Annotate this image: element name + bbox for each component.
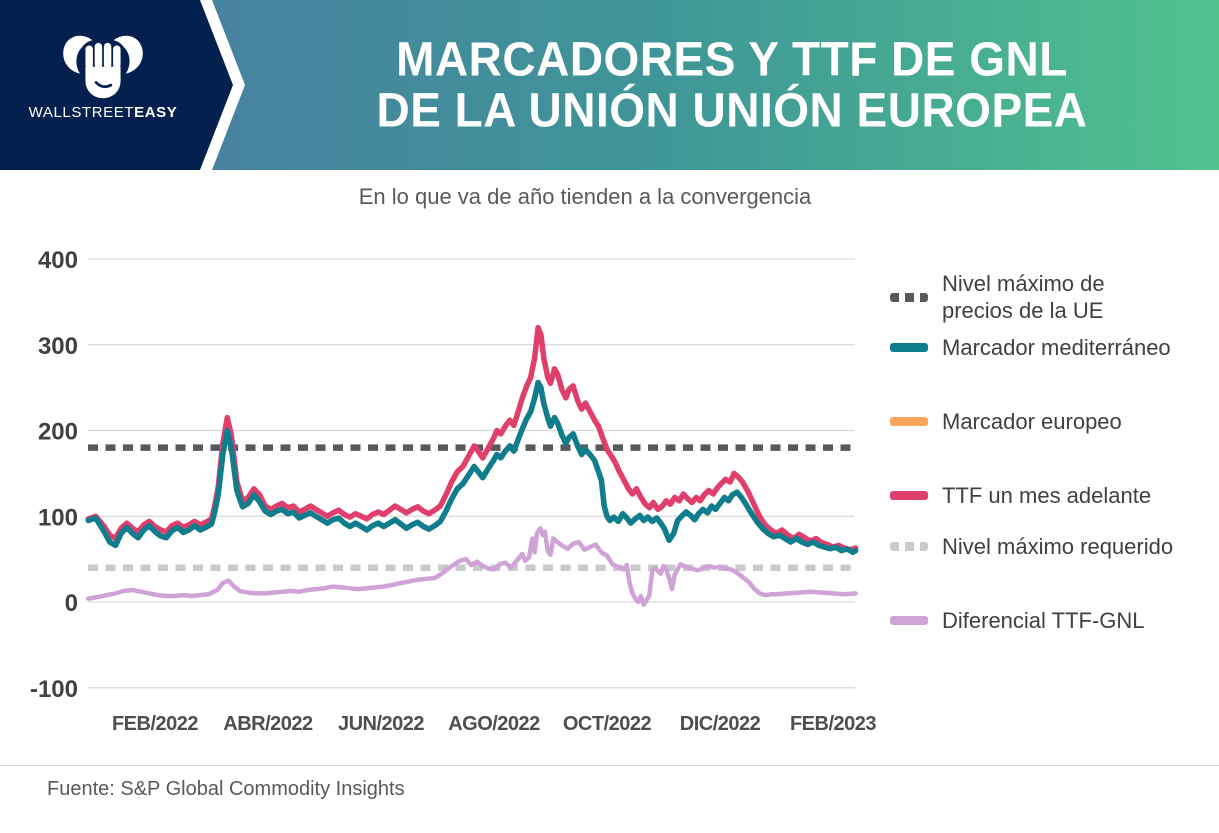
header-banner: MARCADORES Y TTF DE GNL DE LA UNIÓN UNIÓ… [0,0,1219,170]
legend-label: TTF un mes adelante [942,483,1152,508]
x-axis-label: OCT/2022 [563,713,652,735]
brand-panel: WALLSTREETEASY [0,0,233,170]
x-axis-label: FEB/2023 [790,713,876,735]
title-line-2: DE LA UNIÓN UNIÓN EUROPEA [376,82,1088,138]
legend-label: Marcador mediterráneo [942,335,1171,360]
brand-wordmark: WALLSTREETEASY [18,104,188,121]
legend-item: Nivel máximo requerido [890,533,1173,560]
chart-subtitle: En lo que va de año tienden a la converg… [358,184,812,209]
x-axis-label: DIC/2022 [680,713,761,735]
legend-line-swatch [890,417,928,426]
series-mediterraneo [85,379,859,556]
chart-legend: Nivel máximo de precios de la UE Marcador… [890,0,1215,700]
y-axis-label: 300 [38,333,78,360]
legend-item: Marcador mediterráneo [890,334,1171,361]
legend-label: Marcador europeo [942,409,1122,434]
x-axis-label: AGO/2022 [448,713,540,735]
legend-dashed-swatch [890,542,928,551]
legend-item: Diferencial TTF-GNL [890,607,1145,634]
title-line-1: MARCADORES Y TTF DE GNL [396,31,1068,87]
y-axis-label: -100 [30,676,78,703]
bull-logo-icon [63,35,143,99]
x-axis-label: ABR/2022 [223,713,313,735]
y-axis-label: 400 [38,247,78,274]
line-chart: 400 300 200 100 0 -100 FEB/2022 ABR/2022 JUN/202… [30,247,877,735]
legend-label: Diferencial TTF-GNL [942,608,1145,633]
y-axis-label: 100 [38,504,78,531]
legend-item: TTF un mes adelante [890,482,1151,509]
title-banner: MARCADORES Y TTF DE GNL DE LA UNIÓN UNIÓ… [212,0,1219,170]
y-axis-label: 200 [38,419,78,446]
page-title: MARCADORES Y TTF DE GNL DE LA UNIÓN UNIÓ… [245,0,1219,170]
y-axis-label: 0 [65,590,78,617]
source-note: Fuente: S&P Global Commodity Insights [47,778,405,800]
legend-label: Nivel máximo de precios de la UE [942,271,1105,323]
legend-dashed-swatch [890,292,928,302]
series-diferencial [86,526,858,607]
legend-item: Marcador europeo [890,408,1122,435]
legend-label: Nivel máximo requerido [942,534,1174,559]
footer-divider [0,765,1219,766]
brand-name-bold: EASY [134,104,178,121]
brand-name-regular: WALLSTREET [28,104,135,121]
legend-item: Nivel máximo de precios de la UE [890,270,1105,324]
legend-line-swatch [890,616,928,625]
legend-line-swatch [890,343,928,352]
x-axis-label: JUN/2022 [338,713,424,735]
legend-line-swatch [890,491,928,500]
x-axis-label: FEB/2022 [112,713,198,735]
series-ttf [85,324,859,553]
